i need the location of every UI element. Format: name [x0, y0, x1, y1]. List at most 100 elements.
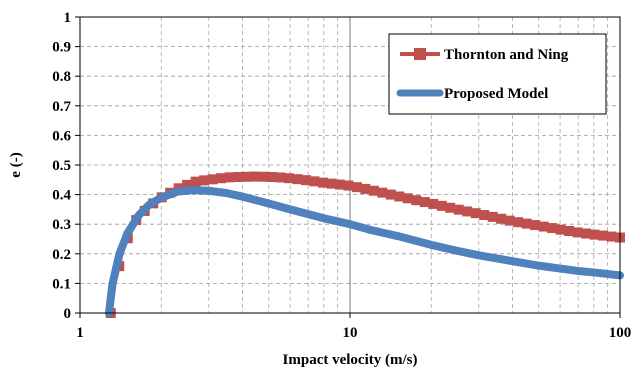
x-axis-label: Impact velocity (m/s) — [283, 352, 418, 368]
data-point-thornton-and-ning — [496, 213, 507, 224]
y-tick-label: 0.4 — [52, 188, 71, 204]
data-point-thornton-and-ning — [419, 197, 430, 208]
y-tick-label: 1 — [64, 10, 72, 26]
data-point-proposed-model — [349, 223, 351, 225]
y-tick-label: 0.9 — [52, 40, 71, 56]
data-point-proposed-model — [593, 271, 595, 273]
data-point-thornton-and-ning — [564, 225, 575, 236]
data-point-thornton-and-ning — [317, 177, 328, 188]
data-point-thornton-and-ning — [334, 179, 345, 190]
legend-marker-thornton-and-ning — [414, 48, 426, 60]
data-point-thornton-and-ning — [547, 223, 558, 234]
data-point-thornton-and-ning — [283, 173, 294, 184]
legend-label-thornton-and-ning: Thornton and Ning — [444, 47, 569, 63]
y-tick-label: 0.6 — [52, 128, 71, 144]
data-point-thornton-and-ning — [470, 208, 481, 219]
data-point-thornton-and-ning — [199, 175, 210, 186]
data-point-proposed-model — [138, 214, 140, 216]
data-point-thornton-and-ning — [436, 200, 447, 211]
data-point-thornton-and-ning — [233, 172, 244, 183]
legend-box — [388, 33, 607, 115]
legend-label-proposed-model: Proposed Model — [444, 86, 548, 102]
data-point-thornton-and-ning — [572, 227, 583, 238]
data-point-thornton-and-ning — [504, 215, 515, 226]
data-point-thornton-and-ning — [530, 220, 541, 231]
data-point-proposed-model — [577, 270, 579, 272]
data-point-thornton-and-ning — [377, 187, 388, 198]
data-point-proposed-model — [127, 232, 129, 234]
data-point-thornton-and-ning — [385, 189, 396, 200]
y-tick-label: 0.7 — [52, 99, 71, 115]
data-point-thornton-and-ning — [538, 221, 549, 232]
data-point-thornton-and-ning — [300, 175, 311, 186]
data-point-thornton-and-ning — [182, 179, 193, 190]
data-point-proposed-model — [289, 208, 291, 210]
axis-ticks: 0 0.1 0.2 0.3 0.4 0.5 0.6 0.7 0.8 0.9 1 1 10 100 — [52, 10, 631, 341]
data-point-thornton-and-ning — [250, 171, 261, 182]
data-point-thornton-and-ning — [394, 191, 405, 202]
data-point-thornton-and-ning — [402, 193, 413, 204]
data-point-thornton-and-ning — [521, 218, 532, 229]
data-point-thornton-and-ning — [581, 228, 592, 239]
data-point-proposed-model — [538, 265, 540, 267]
grid-lines — [80, 17, 620, 313]
x-tick-label: 10 — [343, 325, 358, 341]
data-point-proposed-model — [112, 282, 114, 284]
data-point-thornton-and-ning — [428, 198, 439, 209]
data-point-thornton-and-ning — [241, 171, 252, 182]
data-point-thornton-and-ning — [267, 172, 278, 183]
data-point-proposed-model — [226, 192, 228, 194]
y-tick-label: 0.1 — [52, 276, 71, 292]
data-point-thornton-and-ning — [224, 172, 235, 183]
data-point-thornton-and-ning — [411, 195, 422, 206]
data-point-thornton-and-ning — [351, 182, 362, 193]
data-point-thornton-and-ning — [360, 183, 371, 194]
data-point-proposed-model — [118, 253, 120, 255]
y-axis-label: e (-) — [8, 152, 24, 177]
data-point-thornton-and-ning — [343, 180, 354, 191]
data-point-proposed-model — [512, 260, 514, 262]
data-point-proposed-model — [191, 189, 193, 191]
data-point-proposed-model — [148, 204, 150, 206]
data-point-thornton-and-ning — [292, 174, 303, 185]
x-tick-label: 100 — [609, 325, 632, 341]
data-point-thornton-and-ning — [309, 176, 320, 187]
data-point-proposed-model — [370, 229, 372, 231]
data-point-proposed-model — [323, 217, 325, 219]
y-tick-label: 0.8 — [52, 69, 71, 85]
data-point-thornton-and-ning — [479, 210, 490, 221]
x-tick-label: 1 — [76, 325, 84, 341]
series-layer — [104, 171, 625, 318]
data-point-thornton-and-ning — [207, 174, 218, 185]
y-tick-label: 0 — [64, 306, 72, 322]
data-point-proposed-model — [177, 191, 179, 193]
data-point-thornton-and-ning — [258, 171, 269, 182]
y-tick-label: 0.3 — [52, 217, 71, 233]
data-point-proposed-model — [397, 235, 399, 237]
data-point-proposed-model — [242, 196, 244, 198]
data-point-thornton-and-ning — [275, 172, 286, 183]
data-point-proposed-model — [478, 254, 480, 256]
data-point-thornton-and-ning — [598, 230, 609, 241]
data-point-thornton-and-ning — [606, 231, 617, 242]
data-point-thornton-and-ning — [487, 211, 498, 222]
y-tick-label: 0.2 — [52, 247, 71, 263]
data-point-thornton-and-ning — [326, 178, 337, 189]
data-point-proposed-model — [430, 244, 432, 246]
data-point-thornton-and-ning — [555, 224, 566, 235]
data-point-proposed-model — [208, 190, 210, 192]
y-tick-label: 0.5 — [52, 158, 71, 174]
data-point-thornton-and-ning — [216, 173, 227, 184]
legend: Thornton and Ning Proposed Model — [388, 33, 607, 115]
data-point-thornton-and-ning — [589, 229, 600, 240]
data-point-thornton-and-ning — [445, 202, 456, 213]
data-point-proposed-model — [559, 268, 561, 270]
data-point-thornton-and-ning — [190, 176, 201, 187]
data-point-proposed-model — [268, 202, 270, 204]
data-point-thornton-and-ning — [462, 206, 473, 217]
data-point-thornton-and-ning — [513, 217, 524, 228]
data-point-proposed-model — [160, 197, 162, 199]
data-point-proposed-model — [456, 250, 458, 252]
